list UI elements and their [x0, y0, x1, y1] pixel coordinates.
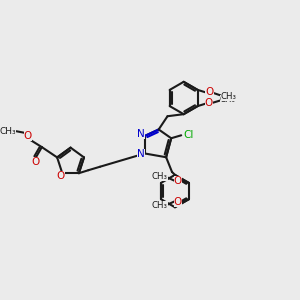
Text: N: N: [137, 149, 145, 159]
Text: O: O: [174, 176, 182, 186]
Text: O: O: [174, 196, 182, 206]
Text: Cl: Cl: [183, 130, 194, 140]
Text: O: O: [205, 98, 213, 108]
Text: CH₃: CH₃: [152, 201, 167, 210]
Text: O: O: [24, 131, 32, 141]
Text: N: N: [137, 130, 145, 140]
Text: CH₃: CH₃: [0, 127, 16, 136]
Text: CH₃: CH₃: [220, 95, 236, 104]
Text: O: O: [31, 157, 39, 167]
Text: O: O: [205, 87, 214, 97]
Text: O: O: [57, 170, 65, 181]
Text: CH₃: CH₃: [220, 92, 237, 101]
Text: CH₃: CH₃: [152, 172, 167, 181]
